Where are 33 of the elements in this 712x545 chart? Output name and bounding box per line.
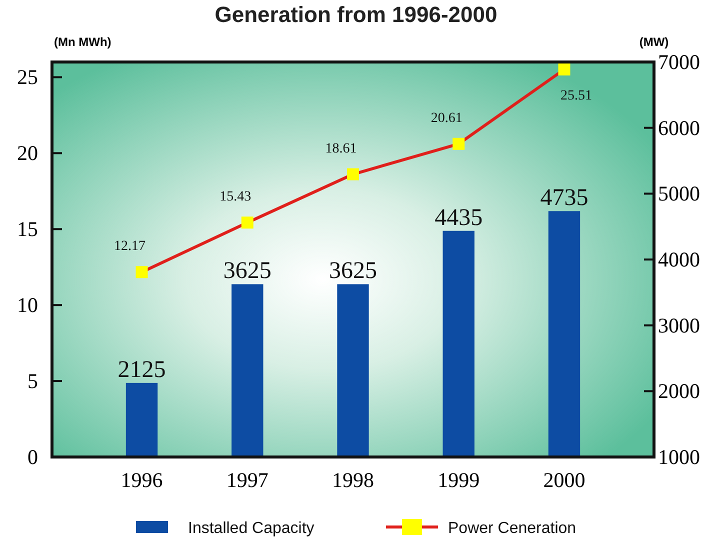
y-tick-label: 25	[17, 65, 38, 90]
legend-label: Power Ceneration	[448, 520, 576, 537]
y2-tick-label: 5000	[658, 182, 700, 206]
y2-tick-label: 7000	[658, 50, 700, 74]
x-tick-label: 1996	[120, 468, 163, 492]
y2-tick-label: 2000	[658, 379, 700, 404]
data-label: 4735	[540, 185, 588, 212]
x-tick-label: 1999	[438, 468, 480, 492]
data-label: 20.61	[430, 110, 462, 126]
data-label: 18.61	[325, 141, 357, 156]
y-tick-label: 20	[17, 141, 38, 166]
data-label: 4435	[434, 204, 483, 231]
legend-label: Installed Capacity	[188, 520, 314, 537]
x-tick-label: 1997	[226, 468, 268, 492]
y-axis-title: (Mn MWh)	[54, 35, 112, 49]
y-tick-label: 10	[17, 293, 38, 318]
y2-tick-label: 6000	[658, 116, 700, 140]
y2-tick-label: 1000	[658, 445, 700, 469]
y2-tick-label: 3000	[658, 313, 700, 338]
y2-axis-title: (MW)	[639, 35, 669, 49]
x-tick-label: 2000	[543, 468, 586, 492]
x-tick-label: 1998	[332, 468, 374, 492]
data-label: 3625	[329, 258, 377, 284]
y-tick-label: 15	[17, 217, 38, 242]
data-label: 3625	[223, 258, 272, 284]
y-tick-label: 5	[28, 369, 38, 394]
data-label: 25.51	[560, 88, 592, 104]
y2-tick-label: 4000	[658, 248, 700, 272]
data-label: 12.17	[114, 239, 146, 254]
data-label: 2125	[118, 356, 166, 383]
chart-title: Generation from 1996-2000	[214, 2, 498, 27]
data-label: 15.43	[220, 190, 252, 205]
y-tick-label: 0	[28, 445, 38, 469]
